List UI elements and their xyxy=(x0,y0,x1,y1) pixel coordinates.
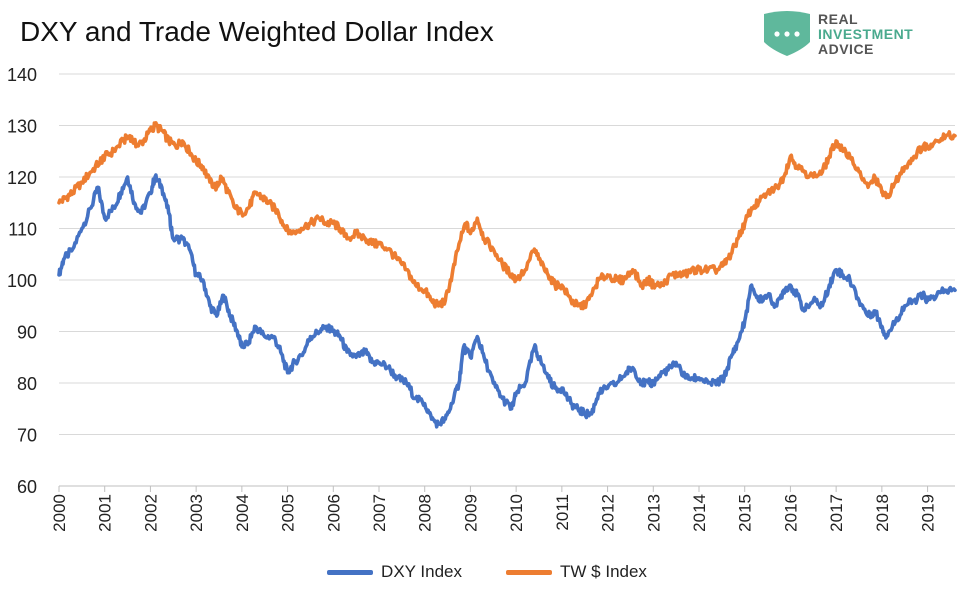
legend-swatch-dxy xyxy=(327,569,374,575)
y-tick-label: 130 xyxy=(7,117,37,137)
series-line-dxy xyxy=(57,173,957,429)
gridlines xyxy=(59,73,955,487)
logo: REAL INVESTMENT ADVICE xyxy=(762,10,962,62)
x-tick-label: 2019 xyxy=(919,494,938,532)
x-tick-label: 2005 xyxy=(279,494,298,532)
y-axis: 60 70 80 90 100 110 120 130 140 xyxy=(7,65,37,497)
x-tick-label: 2012 xyxy=(599,494,618,532)
x-tick-label: 2018 xyxy=(873,494,892,532)
y-tick-label: 140 xyxy=(7,65,37,85)
x-tick-label: 2014 xyxy=(690,494,709,532)
legend-label-dxy: DXY Index xyxy=(381,562,463,581)
x-tick-label: 2010 xyxy=(507,494,526,532)
x-tick-label: 2013 xyxy=(644,494,663,532)
y-tick-label: 90 xyxy=(17,323,37,343)
y-tick-label: 100 xyxy=(7,271,37,291)
x-tick-label: 2004 xyxy=(233,494,252,532)
series-lines xyxy=(57,121,957,429)
legend-swatch-tw xyxy=(506,569,553,575)
y-tick-label: 60 xyxy=(17,477,37,497)
logo-line-1: REAL xyxy=(818,11,859,27)
x-tick-label: 2011 xyxy=(553,494,572,531)
x-tick-label: 2003 xyxy=(187,494,206,532)
chart-title: DXY and Trade Weighted Dollar Index xyxy=(20,16,494,47)
x-tick-label: 2016 xyxy=(781,494,800,532)
x-tick-label: 2006 xyxy=(324,494,343,532)
y-tick-label: 70 xyxy=(17,426,37,446)
x-tick-label: 2002 xyxy=(141,494,160,532)
x-axis: 2000 2001 2002 2003 2004 2005 2006 2007 2008 2009… xyxy=(50,486,938,532)
y-tick-label: 110 xyxy=(8,220,37,240)
logo-line-3: ADVICE xyxy=(818,41,874,57)
legend: DXY Index TW $ Index xyxy=(0,562,974,582)
x-tick-label: 2017 xyxy=(827,494,846,532)
logo-line-2: INVESTMENT xyxy=(818,26,914,42)
x-tick-label: 2015 xyxy=(736,494,755,532)
series-line-tw xyxy=(57,121,957,311)
y-tick-label: 80 xyxy=(17,374,37,394)
x-tick-label: 2000 xyxy=(50,494,69,532)
x-tick-label: 2001 xyxy=(96,494,115,532)
logo-wordmark: REAL INVESTMENT ADVICE xyxy=(818,12,913,57)
y-tick-label: 120 xyxy=(7,168,37,188)
legend-item-tw[interactable]: TW $ Index xyxy=(506,562,647,582)
legend-item-dxy[interactable]: DXY Index xyxy=(327,562,462,582)
line-chart: 60 70 80 90 100 110 120 130 140 2000 2001 2002 2003… xyxy=(7,65,957,532)
chat-bubble-icon xyxy=(764,11,810,56)
x-tick-label: 2008 xyxy=(416,494,435,532)
x-tick-label: 2007 xyxy=(370,494,389,532)
x-tick-label: 2009 xyxy=(461,494,480,532)
legend-label-tw: TW $ Index xyxy=(560,562,647,581)
